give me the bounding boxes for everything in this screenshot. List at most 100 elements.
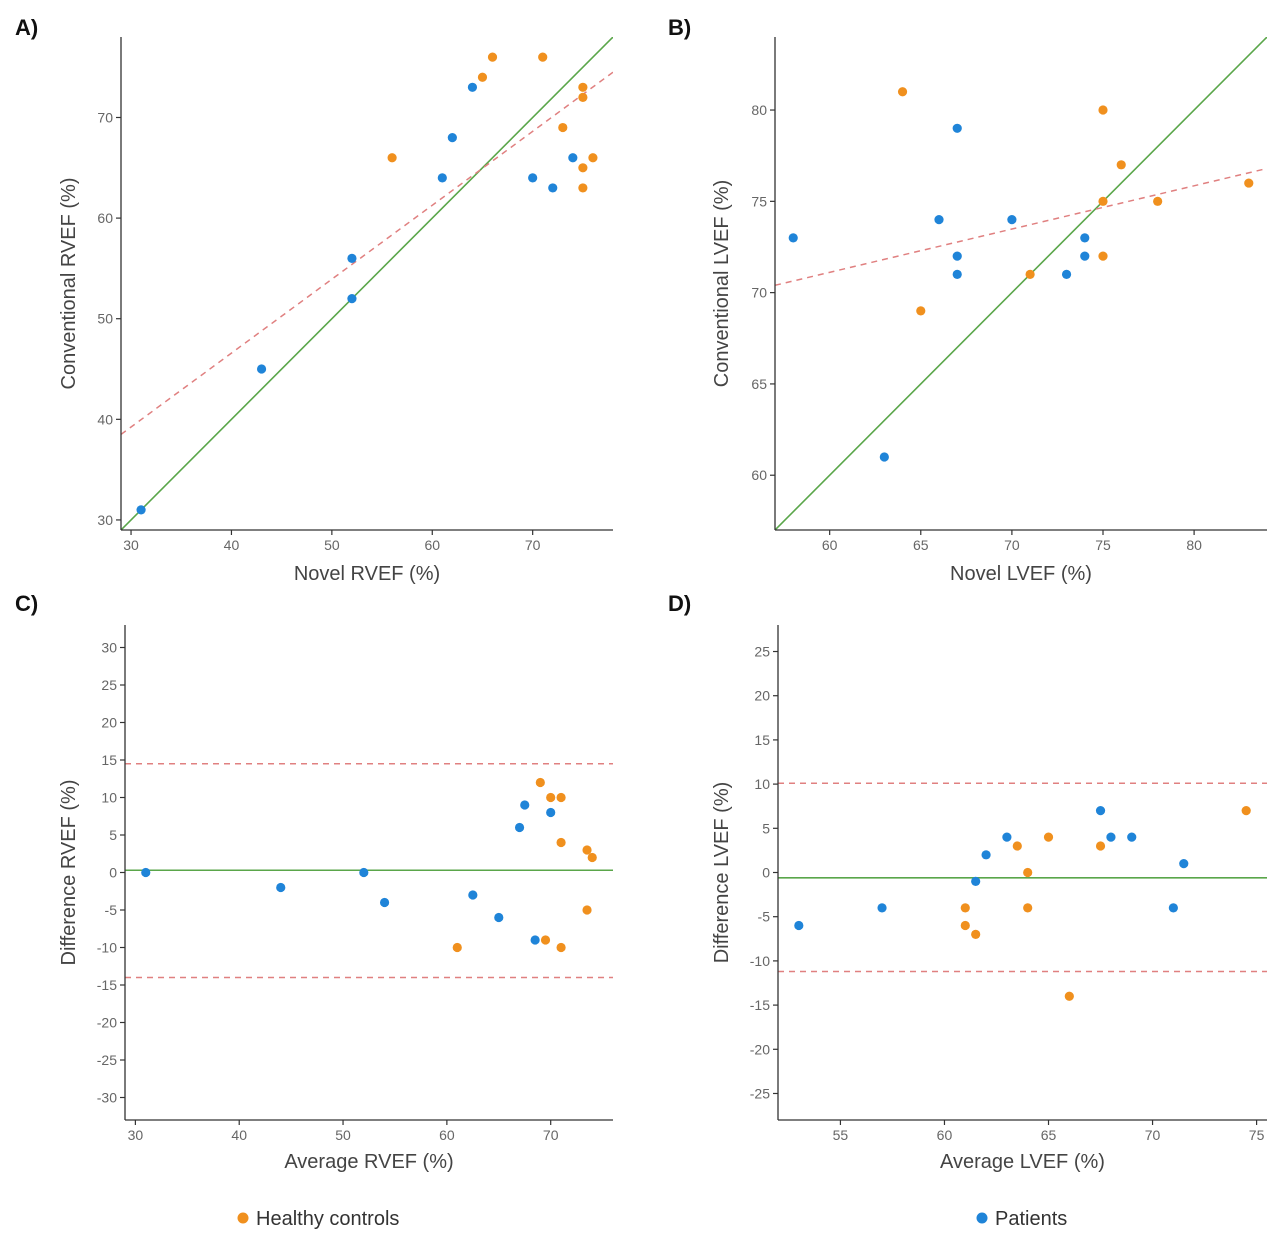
y-axis-title: Difference RVEF (%) xyxy=(58,780,80,966)
y-tick-label: -20 xyxy=(750,1041,770,1057)
data-point-patients xyxy=(437,173,447,183)
data-point-healthy xyxy=(546,792,556,803)
data-point-patients xyxy=(520,800,530,810)
series-healthy xyxy=(452,777,597,953)
x-axis-title: Novel LVEF (%) xyxy=(950,563,1092,585)
regression-line-1 xyxy=(775,167,1267,287)
panel-c: 30 40 50 60 70302520151050-5-10-15-20-25-30A… xyxy=(15,591,613,1173)
x-tick-label: 40 xyxy=(231,1127,247,1143)
x-tick-label: 55 xyxy=(833,1127,849,1143)
x-tick-label: 70 xyxy=(525,537,541,553)
data-point-patients xyxy=(1080,251,1090,261)
x-tick-label: 60 xyxy=(424,537,440,553)
data-point-healthy xyxy=(1023,867,1033,878)
y-tick-label: -5 xyxy=(758,909,771,925)
y-tick-label: 10 xyxy=(754,776,770,792)
data-point-healthy xyxy=(897,87,908,97)
y-tick-label: 60 xyxy=(97,210,113,226)
data-point-healthy xyxy=(558,122,568,133)
data-point-patients xyxy=(141,867,151,878)
series-patients xyxy=(141,800,556,945)
legend-item-patients: Patients xyxy=(976,1208,1067,1230)
y-tick-label: 60 xyxy=(751,467,767,483)
reference-lines xyxy=(121,37,613,530)
data-point-healthy xyxy=(1043,832,1054,842)
y-tick-label: -15 xyxy=(750,997,770,1013)
data-point-patients xyxy=(136,505,146,515)
data-point-patients xyxy=(494,912,504,923)
legend-label-healthy: Healthy controls xyxy=(256,1208,399,1230)
y-tick-label: 30 xyxy=(97,512,113,528)
y-tick-label: -25 xyxy=(97,1052,117,1068)
series-patients xyxy=(136,82,578,515)
series-healthy xyxy=(897,87,1254,316)
panel-b: 60 65 70 75 80 60 65 70 75 80 Novel LVEF (%) Conven… xyxy=(668,15,1267,585)
data-point-healthy xyxy=(1244,178,1254,188)
y-tick-label: 0 xyxy=(109,865,117,881)
reference-lines xyxy=(125,763,613,979)
y-tick-label: -5 xyxy=(105,902,118,918)
data-point-patients xyxy=(981,850,991,860)
x-tick-label: 70 xyxy=(1004,537,1020,553)
data-point-patients xyxy=(1002,832,1012,842)
data-point-healthy xyxy=(916,306,926,316)
data-point-patients xyxy=(276,882,286,893)
data-point-healthy xyxy=(1241,806,1251,816)
data-point-healthy xyxy=(1023,903,1033,913)
y-tick-label: 20 xyxy=(754,688,770,704)
data-point-patients xyxy=(794,920,804,931)
y-tick-label: -30 xyxy=(97,1090,117,1106)
legend-label-patients: Patients xyxy=(995,1208,1067,1230)
data-point-patients xyxy=(347,293,357,304)
x-tick-label: 30 xyxy=(123,537,139,553)
data-point-patients xyxy=(1179,859,1189,869)
data-point-healthy xyxy=(1095,841,1106,851)
y-tick-label: 65 xyxy=(751,376,767,392)
x-tick-label: 50 xyxy=(335,1127,351,1143)
x-tick-label: 60 xyxy=(822,537,838,553)
y-tick-label: 75 xyxy=(751,193,767,209)
panel-d: 55 60 65 70 75 25 20 15 10 5 0 -5 -10 -15 -20 -25 Averag… xyxy=(668,591,1267,1173)
panel-label: D) xyxy=(668,591,691,616)
data-point-healthy xyxy=(1116,160,1126,170)
data-point-patients xyxy=(546,807,556,818)
y-tick-label: 25 xyxy=(754,644,770,660)
legend-item-healthy: Healthy controls xyxy=(237,1208,399,1230)
data-point-patients xyxy=(1127,832,1137,842)
y-axis-title: Conventional RVEF (%) xyxy=(58,178,80,390)
panel-label: C) xyxy=(15,591,38,616)
series-patients xyxy=(788,123,1090,462)
y-tick-label: -10 xyxy=(97,940,117,956)
data-point-patients xyxy=(467,82,478,92)
data-point-healthy xyxy=(578,82,588,92)
data-point-patients xyxy=(568,153,578,163)
legend-marker-healthy xyxy=(237,1212,249,1224)
data-point-patients xyxy=(879,452,889,462)
x-tick-label: 65 xyxy=(913,537,929,553)
data-point-healthy xyxy=(556,942,566,953)
data-point-patients xyxy=(1061,269,1072,279)
y-tick-label: 10 xyxy=(101,790,117,806)
y-tick-label: 70 xyxy=(97,109,113,125)
x-tick-label: 65 xyxy=(1041,1127,1057,1143)
data-point-patients xyxy=(528,173,538,183)
data-point-patients xyxy=(971,876,981,886)
data-point-patients xyxy=(514,822,525,833)
y-tick-label: 5 xyxy=(762,820,770,836)
data-point-patients xyxy=(347,253,357,263)
data-point-healthy xyxy=(578,183,588,193)
reference-lines xyxy=(775,37,1267,530)
data-point-healthy xyxy=(582,905,592,915)
identity-line-0 xyxy=(121,37,613,530)
data-point-healthy xyxy=(578,163,588,173)
y-tick-label: 15 xyxy=(754,732,770,748)
y-tick-label: 30 xyxy=(101,640,117,656)
x-tick-label: 80 xyxy=(1186,537,1202,553)
legend: Healthy controls Patients xyxy=(237,1208,1067,1230)
data-point-patients xyxy=(952,123,962,133)
data-point-healthy xyxy=(535,777,545,788)
x-tick-label: 75 xyxy=(1249,1127,1265,1143)
data-point-patients xyxy=(468,890,478,900)
